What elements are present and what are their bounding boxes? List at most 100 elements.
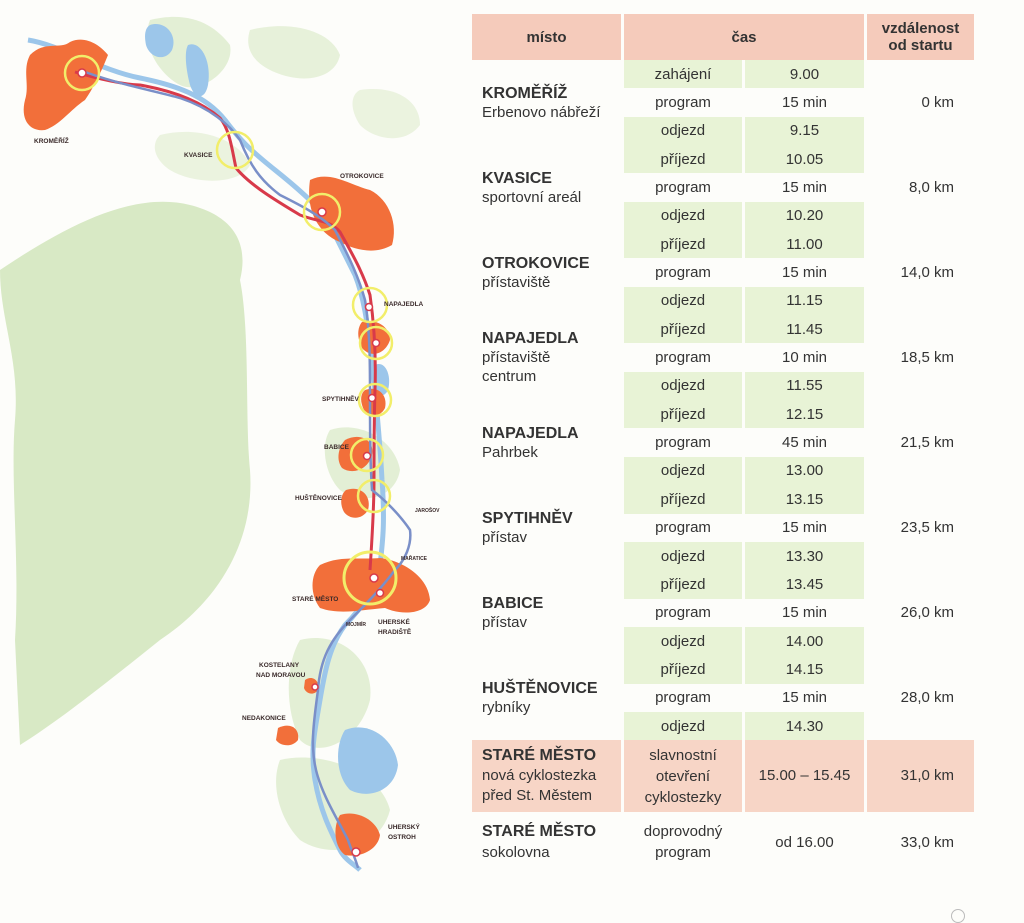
final-activity: doprovodný program [624, 812, 742, 872]
final-distance: 33,0 km [900, 833, 954, 851]
stop-activity: příjezd [624, 145, 742, 174]
stop-activity: program [655, 179, 711, 197]
stop-time: 9.15 [745, 116, 864, 146]
label-nedakonice: NEDAKONICE [242, 715, 286, 722]
schedule-body: KROMĚŘÍŽ Erbenovo nábřeží zahájení 9.00 0 km… [472, 60, 974, 872]
stop-time: 12.15 [745, 400, 864, 429]
final-row: STARÉ MĚSTO sokolovna doprovodný program od … [472, 812, 974, 872]
stop-description: přístaviště [482, 349, 551, 367]
stop-markers [77, 68, 385, 857]
stop-place: HUŠTĚNOVICE rybníky [472, 655, 621, 740]
stop-activity: odjezd [624, 456, 742, 486]
schedule-subrow: program 10 min [472, 343, 974, 371]
stop-time: 14.30 [745, 711, 864, 741]
schedule-subrow: KROMĚŘÍŽ Erbenovo nábřeží zahájení 9.00 0 km [472, 60, 974, 121]
schedule-subrow: program 15 min [472, 514, 974, 542]
stop-activity: program [655, 434, 711, 452]
label-uherske: UHERSKÉ [378, 617, 410, 626]
header-distance: vzdálenost od startu [867, 14, 974, 60]
stop-place: OTROKOVICE přístaviště [472, 230, 621, 315]
stop-activity: příjezd [624, 400, 742, 429]
schedule-subrow: odjezd 9.15 [472, 116, 974, 146]
label-uhersky: UHERSKÝ [388, 822, 420, 831]
stop-time: 9.00 [745, 60, 864, 89]
header-distance-line2: od startu [888, 37, 953, 54]
stop-activity: odjezd [624, 286, 742, 316]
ceremony-description-2: před St. Městem [482, 787, 593, 805]
stop-distance: 21,5 km [900, 434, 954, 452]
label-ostroh: OSTROH [388, 834, 416, 841]
stop-distance: 28,0 km [900, 689, 954, 707]
schedule-subrow: program 45 min [472, 428, 974, 456]
water-bodies [145, 24, 398, 794]
stop-description: přístav [482, 528, 528, 546]
stop-place: KROMĚŘÍŽ Erbenovo nábřeží [472, 60, 621, 145]
stop-description: Pahrbek [482, 443, 538, 461]
stop-name: NAPAJEDLA [482, 330, 579, 348]
stop-name: SPYTIHNĚV [482, 509, 573, 527]
schedule-subrow: program 15 min [472, 88, 974, 116]
stop-activity: odjezd [624, 626, 742, 656]
label-nad-moravou: NAD MORAVOU [256, 672, 306, 679]
stop-distance: 0 km [921, 94, 954, 112]
route-blue [79, 68, 412, 869]
ceremony-activity-line: slavnostní [649, 746, 717, 764]
stop-time: 11.15 [745, 286, 864, 316]
stop-time: 45 min [781, 434, 828, 452]
label-hustenovice: HUŠTĚNOVICE [295, 493, 343, 502]
schedule-subrow: odjezd 11.55 [472, 371, 974, 401]
stop-place: KVASICE sportovní areál [472, 145, 621, 230]
stop-name: KROMĚŘÍŽ [482, 84, 568, 102]
label-stare-mesto: STARÉ MĚSTO [292, 594, 338, 603]
stop-rings [63, 54, 398, 606]
schedule-subrow: NAPAJEDLA Pahrbek příjezd 12.15 21,5 km [472, 400, 974, 461]
ceremony-activity-line: otevření [655, 767, 711, 785]
stop-time: 11.55 [745, 371, 864, 401]
stop-name: KVASICE [482, 169, 552, 187]
stop-time: 15 min [781, 689, 828, 707]
stop-time: 14.00 [745, 626, 864, 656]
stop-time: 13.00 [745, 456, 864, 486]
schedule-subrow: OTROKOVICE přístaviště příjezd 11.00 14,0 km [472, 230, 974, 291]
stop-time: 13.45 [745, 570, 864, 599]
vegetation-areas [0, 16, 420, 850]
stop-distance: 14,0 km [900, 264, 954, 282]
stop-distance: 23,5 km [900, 519, 954, 537]
ceremony-activity: slavnostní otevření cyklostezky [624, 740, 742, 813]
stop-distance: 26,0 km [900, 604, 954, 622]
ceremony-distance: 31,0 km [867, 740, 974, 813]
stop-time: 11.00 [745, 230, 864, 259]
schedule-subrow: program 15 min [472, 258, 974, 286]
ceremony-description-1: nová cyklostezka [482, 767, 597, 785]
schedule-subrow: program 15 min [472, 599, 974, 627]
stop-activity: odjezd [624, 711, 742, 741]
stop-activity: zahájení [624, 60, 742, 89]
stop-name: OTROKOVICE [482, 254, 590, 272]
stop-time: 15 min [781, 179, 828, 197]
stop-activity: program [655, 604, 711, 622]
schedule-subrow: program 15 min [472, 684, 974, 712]
stop-description: přístav [482, 613, 528, 631]
final-description: sokolovna [482, 844, 550, 862]
schedule-subrow: program 15 min [472, 173, 974, 201]
stop-activity: příjezd [624, 485, 742, 514]
label-hradiste: HRADIŠTĚ [378, 627, 412, 636]
stop-time: 15 min [781, 264, 828, 282]
stop-place: BABICE přístav [472, 570, 621, 655]
stop-activity: odjezd [624, 116, 742, 146]
final-time: od 16.00 [775, 833, 834, 851]
schedule-subrow: SPYTIHNĚV přístav příjezd 13.15 23,5 km [472, 485, 974, 546]
town-labels: KROMĚŘÍŽ KVASICE OTROKOVICE NAPAJEDLA SP… [34, 136, 440, 841]
stop-activity: program [655, 349, 711, 367]
schedule-subrow: odjezd 10.20 [472, 201, 974, 231]
ceremony-place: STARÉ MĚSTO nová cyklostezka před St. Měst… [472, 740, 621, 813]
final-name: STARÉ MĚSTO [482, 823, 597, 841]
label-mojmir: MOJMÍR [346, 620, 366, 628]
label-jarosov: JAROŠOV [415, 506, 440, 514]
label-kvasice: KVASICE [184, 152, 213, 159]
schedule-subrow: KVASICE sportovní areál příjezd 10.05 8,0 km [472, 145, 974, 206]
stop-name: HUŠTĚNOVICE [482, 679, 598, 697]
stop-distance: 18,5 km [900, 349, 954, 367]
schedule-subrow: HUŠTĚNOVICE rybníky příjezd 14.15 28,0 km [472, 655, 974, 716]
stop-time: 15 min [781, 94, 828, 112]
